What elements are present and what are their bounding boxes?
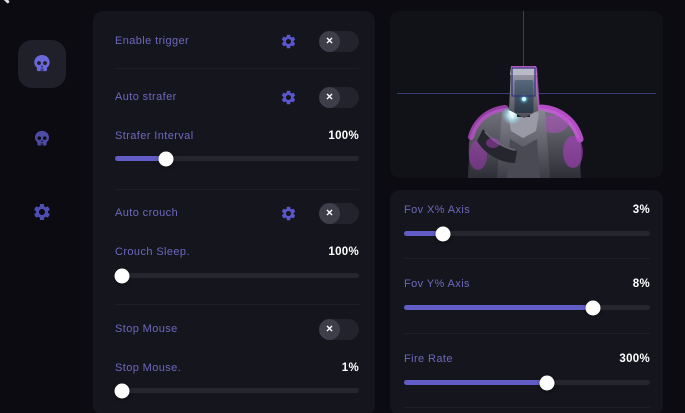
toggle-knob: × bbox=[319, 202, 340, 224]
sidebar-item-settings[interactable] bbox=[30, 200, 54, 224]
x-icon: × bbox=[325, 89, 333, 104]
toggle-label: Auto crouch bbox=[115, 207, 179, 219]
gear-icon[interactable] bbox=[279, 204, 297, 222]
slider-label-row-fov-y: Fov Y% Axis 8% bbox=[404, 276, 650, 292]
sidebar-item-aim-secondary[interactable] bbox=[30, 127, 54, 151]
slider-value: 1% bbox=[341, 362, 359, 374]
slider-label: Fov Y% Axis bbox=[404, 278, 470, 290]
slider-thumb[interactable] bbox=[114, 268, 130, 283]
divider bbox=[115, 68, 359, 69]
slider-label-row-strafer-interval: Strafer Interval 100% bbox=[115, 128, 359, 144]
toggle-row-auto-crouch: Auto crouch × bbox=[115, 201, 359, 225]
skull-icon bbox=[31, 53, 53, 75]
slider-fill bbox=[115, 156, 167, 161]
slider-fill bbox=[404, 305, 594, 310]
slider-track-stop-mouse[interactable] bbox=[114, 383, 359, 398]
toggle-label: Enable trigger bbox=[115, 35, 190, 47]
model-preview-panel bbox=[390, 11, 663, 178]
slider-thumb[interactable] bbox=[435, 226, 451, 241]
slider-thumb[interactable] bbox=[539, 375, 555, 390]
slider-track-fov-x[interactable] bbox=[404, 226, 650, 241]
slider-value: 3% bbox=[632, 204, 650, 216]
toggle-knob: × bbox=[319, 318, 340, 340]
slider-thumb[interactable] bbox=[114, 383, 130, 398]
toggle-row-auto-strafer: Auto strafer × bbox=[115, 85, 359, 109]
slider-label-row-fov-x: Fov X% Axis 3% bbox=[404, 202, 650, 218]
slider-track-crouch-sleep[interactable] bbox=[114, 268, 359, 283]
toggle-switch-off[interactable]: × bbox=[319, 86, 359, 108]
slider-label: Stop Mouse. bbox=[115, 362, 182, 374]
trigger-settings-panel: Enable trigger × Auto strafer × bbox=[93, 11, 375, 413]
slider-label: Fire Rate bbox=[404, 353, 453, 365]
x-icon: × bbox=[325, 205, 333, 220]
slider-label-row-stop-mouse: Stop Mouse. 1% bbox=[115, 360, 359, 376]
slider-label: Crouch Sleep. bbox=[115, 246, 190, 258]
toggle-switch-off[interactable]: × bbox=[319, 30, 359, 52]
divider bbox=[404, 258, 650, 259]
head-esp-box bbox=[511, 67, 536, 97]
toggle-switch-off[interactable]: × bbox=[319, 318, 359, 340]
divider bbox=[115, 304, 359, 305]
x-icon: × bbox=[325, 33, 333, 48]
slider-track-fov-y[interactable] bbox=[404, 300, 650, 315]
toggle-switch-off[interactable]: × bbox=[319, 202, 359, 224]
slider-label: Strafer Interval bbox=[115, 130, 194, 142]
sidebar-item-aim-primary[interactable] bbox=[18, 40, 66, 88]
slider-thumb[interactable] bbox=[585, 300, 601, 315]
slider-fill bbox=[404, 380, 547, 385]
gear-icon[interactable] bbox=[279, 88, 297, 106]
divider bbox=[404, 333, 650, 334]
slider-thumb[interactable] bbox=[158, 151, 174, 166]
cursor-artifact bbox=[0, 0, 10, 4]
divider bbox=[404, 407, 650, 408]
slider-track-strafer-interval[interactable] bbox=[115, 151, 359, 166]
slider-fill bbox=[404, 231, 444, 236]
robot-model bbox=[397, 11, 656, 178]
slider-track-fire-rate[interactable] bbox=[404, 375, 650, 390]
fov-settings-panel: Fov X% Axis 3% Fov Y% Axis 8% Fire Rate … bbox=[390, 190, 663, 413]
gear-icon[interactable] bbox=[279, 32, 297, 50]
x-icon: × bbox=[325, 321, 333, 336]
toggle-label: Auto strafer bbox=[115, 91, 177, 103]
slider-value: 8% bbox=[632, 278, 650, 290]
toggle-row-enable-trigger: Enable trigger × bbox=[115, 29, 359, 53]
slider-value: 100% bbox=[328, 130, 359, 142]
slider-label-row-fire-rate: Fire Rate 300% bbox=[404, 351, 650, 367]
toggle-row-stop-mouse: Stop Mouse × bbox=[115, 317, 359, 341]
slider-label: Fov X% Axis bbox=[404, 204, 471, 216]
slider-label-row-crouch-sleep: Crouch Sleep. 100% bbox=[115, 244, 359, 260]
gear-icon bbox=[32, 202, 52, 222]
slider-value: 300% bbox=[619, 353, 650, 365]
slider-value: 100% bbox=[328, 246, 359, 258]
toggle-knob: × bbox=[319, 86, 340, 108]
skull-icon bbox=[32, 129, 52, 149]
divider bbox=[115, 189, 359, 190]
toggle-label: Stop Mouse bbox=[115, 323, 178, 335]
toggle-knob: × bbox=[319, 30, 340, 52]
